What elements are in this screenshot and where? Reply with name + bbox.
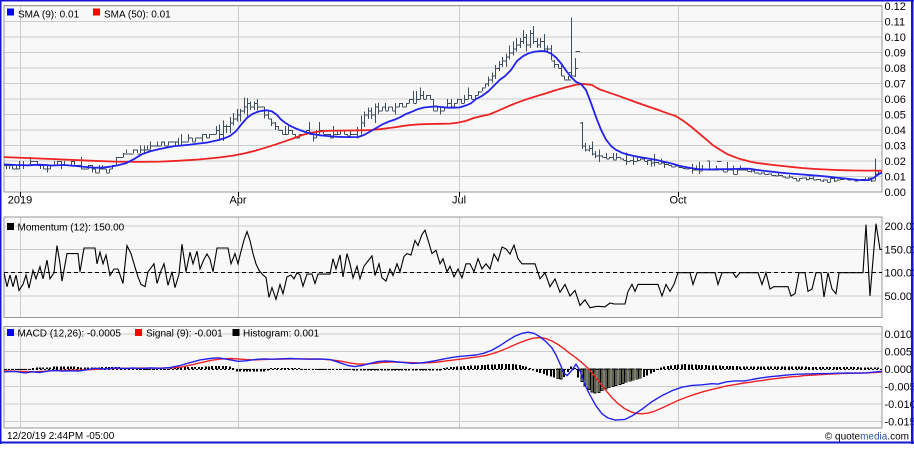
svg-text:0.12: 0.12: [885, 1, 906, 13]
svg-text:Momentum (12): 150.00: Momentum (12): 150.00: [18, 223, 125, 234]
svg-text:Jul: Jul: [452, 195, 466, 207]
svg-text:0.03: 0.03: [885, 141, 906, 153]
svg-text:0.01: 0.01: [885, 172, 906, 184]
svg-text:SMA (50): 0.01: SMA (50): 0.01: [104, 10, 171, 21]
svg-text:MACD (12,26): -0.0005: MACD (12,26): -0.0005: [18, 329, 122, 340]
svg-text:0.010: 0.010: [885, 329, 913, 341]
svg-text:0.11: 0.11: [885, 17, 906, 29]
svg-text:0.10: 0.10: [885, 32, 906, 44]
svg-text:0.005: 0.005: [885, 347, 913, 359]
svg-text:50.00: 50.00: [885, 291, 913, 303]
svg-text:0.09: 0.09: [885, 48, 906, 60]
svg-text:0.05: 0.05: [885, 110, 906, 122]
svg-text:0.04: 0.04: [885, 125, 906, 137]
svg-text:2019: 2019: [8, 195, 32, 207]
svg-text:200.00: 200.00: [885, 221, 914, 233]
svg-text:© quotemedia.com: © quotemedia.com: [825, 432, 909, 443]
svg-text:100.00: 100.00: [885, 268, 914, 280]
svg-text:0.000: 0.000: [885, 364, 913, 376]
svg-text:0.06: 0.06: [885, 94, 906, 106]
svg-text:12/20/19 2:44PM -05:00: 12/20/19 2:44PM -05:00: [7, 431, 115, 442]
svg-text:0.00: 0.00: [885, 187, 906, 199]
svg-text:-0.015: -0.015: [885, 417, 914, 429]
svg-text:Signal (9): -0.001: Signal (9): -0.001: [146, 329, 223, 340]
svg-text:Histogram: 0.001: Histogram: 0.001: [243, 329, 320, 340]
svg-text:-0.005: -0.005: [885, 382, 914, 394]
svg-text:Oct: Oct: [669, 195, 686, 207]
svg-text:-0.010: -0.010: [885, 399, 914, 411]
svg-text:0.08: 0.08: [885, 63, 906, 75]
svg-text:150.00: 150.00: [885, 244, 914, 256]
svg-text:Apr: Apr: [229, 195, 246, 207]
svg-text:0.07: 0.07: [885, 79, 906, 91]
svg-text:SMA (9): 0.01: SMA (9): 0.01: [18, 10, 80, 21]
svg-text:0.02: 0.02: [885, 156, 906, 168]
